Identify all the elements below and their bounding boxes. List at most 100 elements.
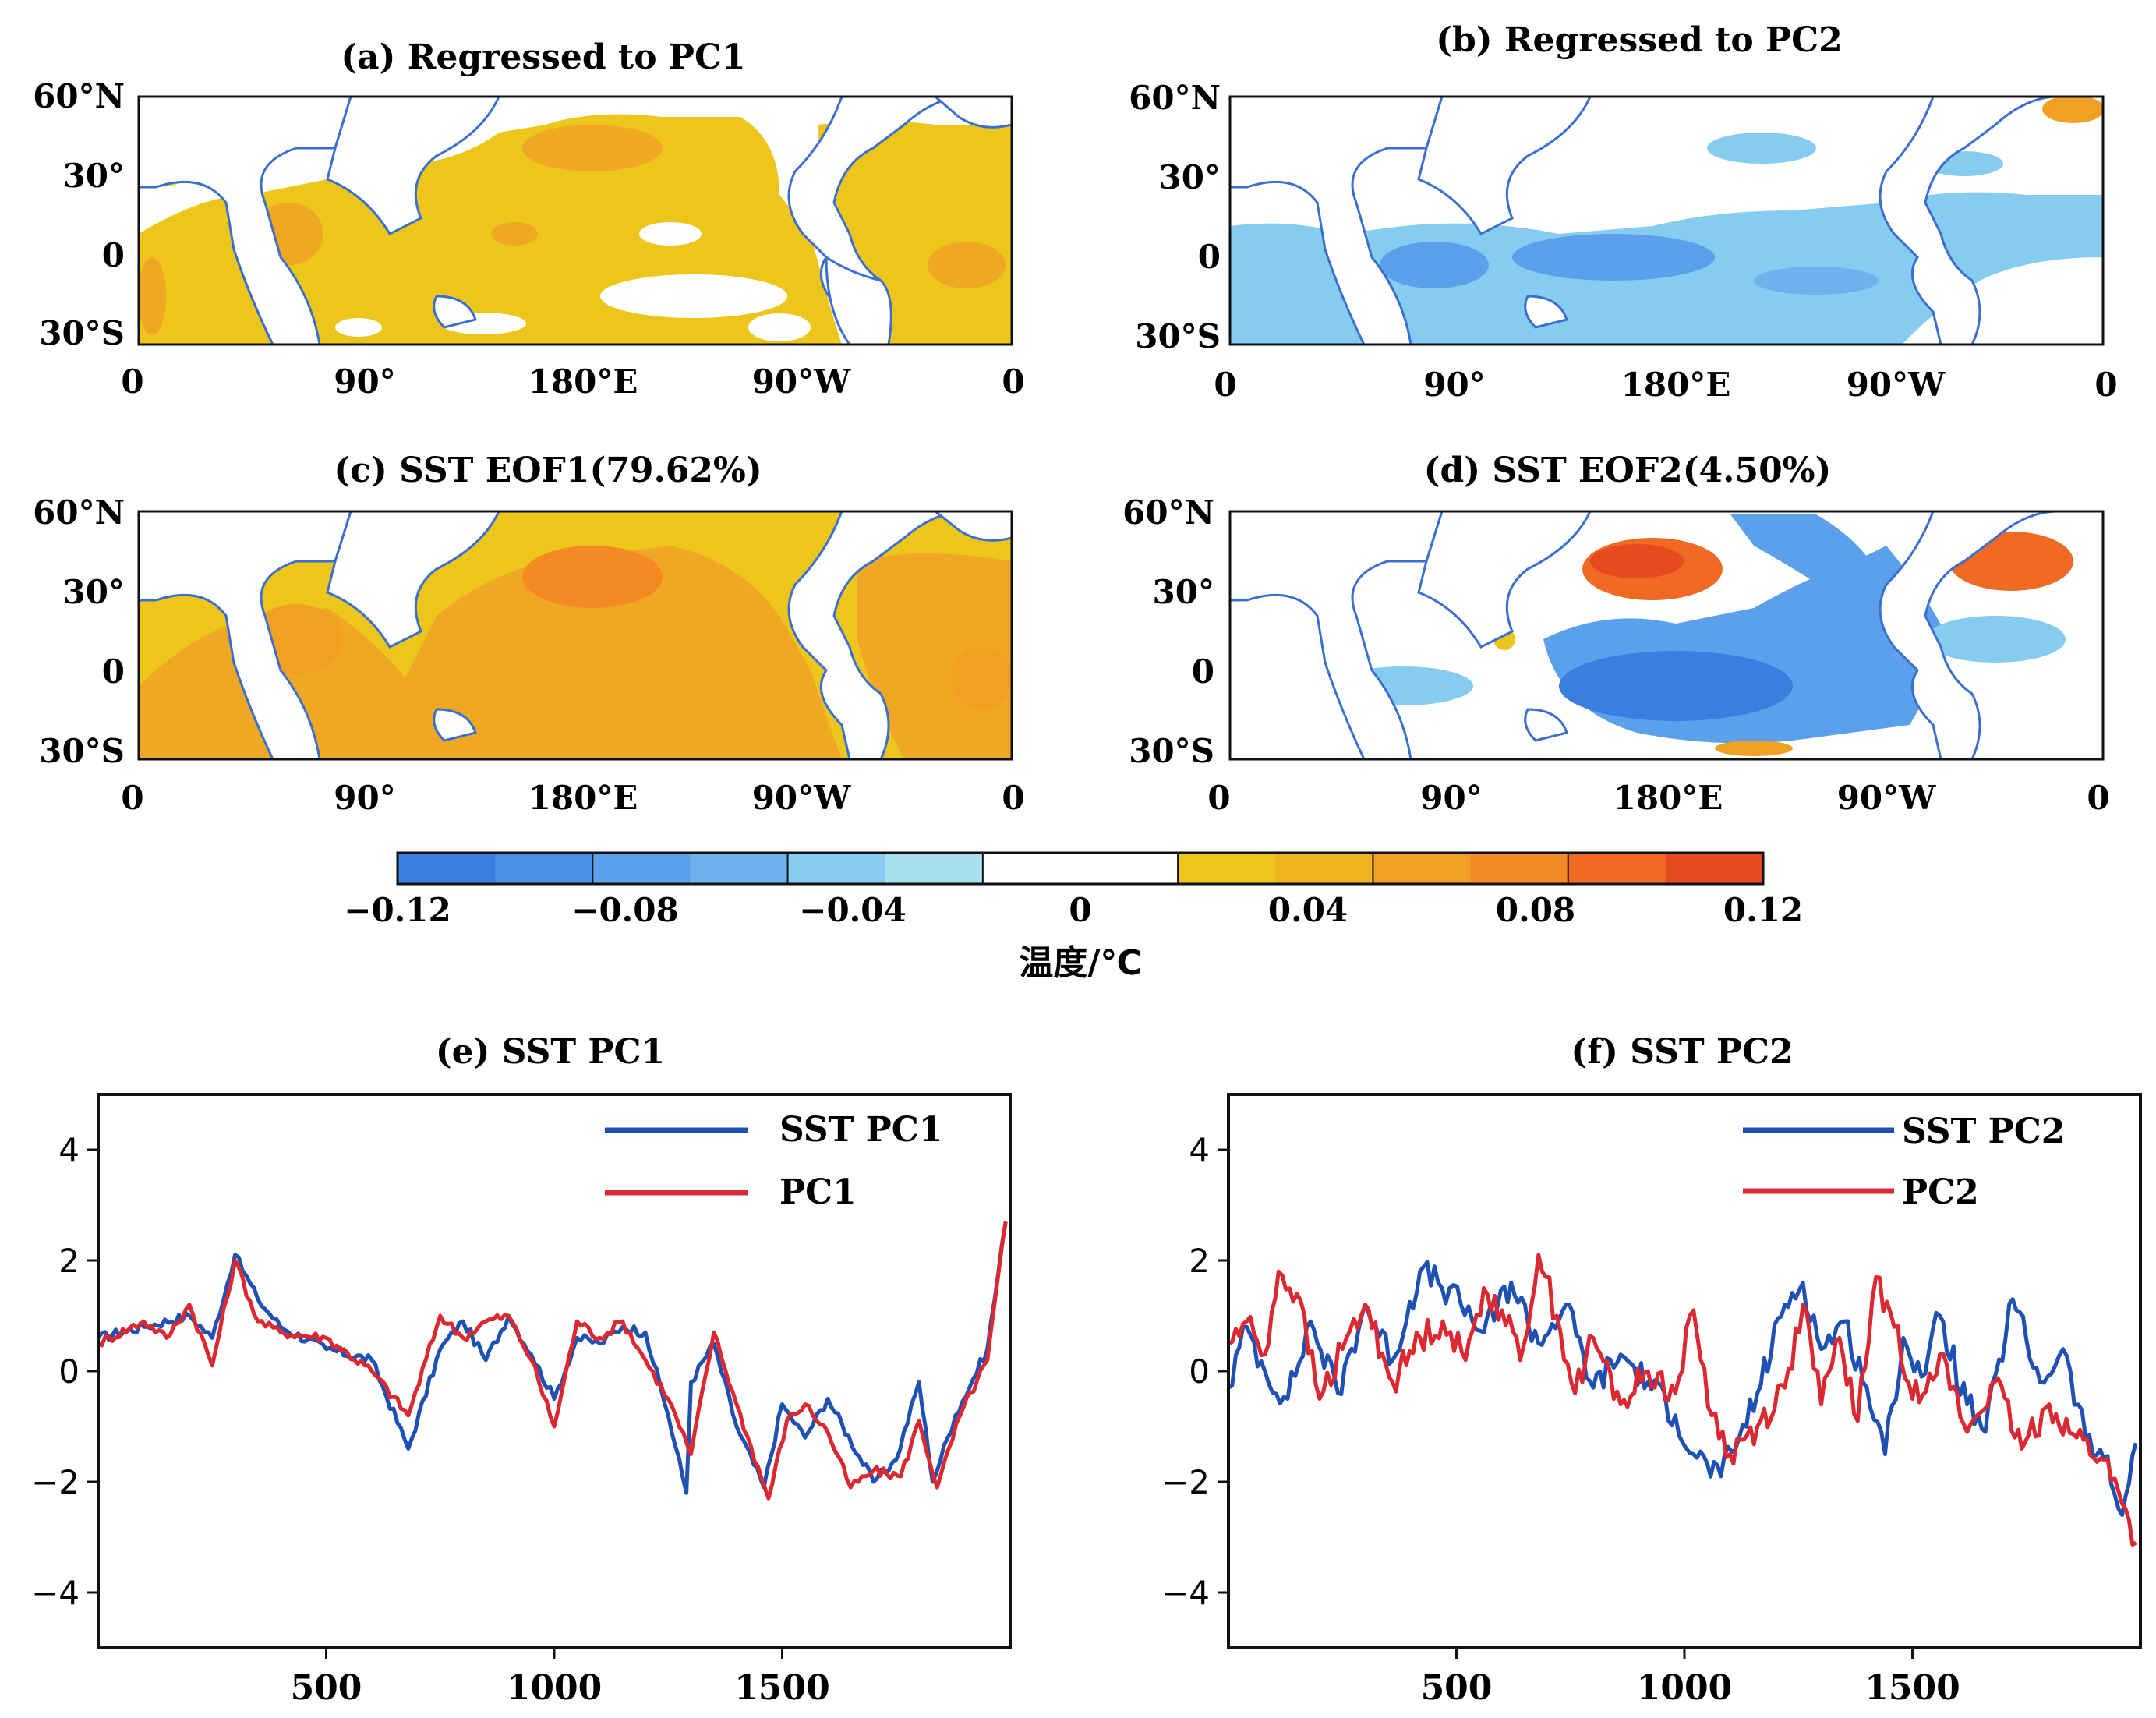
series-line-pc1 (98, 1221, 1008, 1501)
colorbar-label: 温度/℃ (1019, 943, 1141, 983)
colorbar-swatch (787, 853, 886, 884)
series-line-sst-pc1 (98, 1221, 1008, 1495)
lon-label-d-0: 0 (1207, 779, 1230, 817)
colorbar-swatch (1665, 853, 1764, 884)
lat-label-a-0: 60°N (33, 77, 125, 115)
y-tick-label: 0 (58, 1352, 80, 1391)
lat-label-a-1: 30° (63, 157, 125, 195)
lon-label-a-2: 180°E (528, 362, 638, 401)
lat-label-a-2: 0 (102, 236, 125, 274)
lat-label-c-0: 60°N (33, 493, 125, 532)
lon-label-d-1: 90° (1420, 779, 1482, 817)
colorbar-swatch (1178, 853, 1276, 884)
colorbar-swatches (398, 853, 1764, 884)
lat-label-a-3: 30°S (39, 314, 125, 352)
colorbar-tick-5: 0.08 (1496, 891, 1575, 929)
lon-label-a-0: 0 (121, 362, 143, 401)
lat-label-b-2: 0 (1198, 238, 1221, 276)
map-title-c: (c) SST EOF1(79.62%) (334, 451, 762, 490)
map-field-c (139, 511, 1012, 759)
lon-label-a-1: 90° (334, 362, 395, 401)
colorbar-tick-2: −0.04 (799, 891, 906, 929)
lon-label-d-3: 90°W (1837, 779, 1936, 817)
lon-label-c-2: 180°E (528, 779, 638, 817)
lat-label-b-3: 30°S (1135, 317, 1221, 355)
y-tick-label: 0 (1189, 1352, 1210, 1391)
x-tick-label: 500 (291, 1668, 362, 1708)
plot-area-f (1228, 1253, 2138, 1547)
lat-label-d-0: 60°N (1122, 493, 1214, 532)
legend-f: SST PC2 PC2 (1743, 1112, 2065, 1212)
map-title-a: (a) Regressed to PC1 (341, 37, 745, 77)
chart-title-f: (f) SST PC2 (1571, 1032, 1793, 1072)
map-panel-a: (a) Regressed to PC1 (33, 37, 1024, 401)
lat-label-b-0: 60°N (1129, 79, 1221, 117)
colorbar-swatch (885, 853, 984, 884)
lat-label-d-1: 30° (1153, 573, 1214, 611)
map-title-b: (b) Regressed to PC2 (1436, 20, 1843, 60)
colorbar-swatch (495, 853, 593, 884)
map-panel-c: (c) SST EOF1(79.62%) 60°N 30° 0 30°S 0 9… (33, 451, 1024, 817)
y-tick-label: −2 (1161, 1463, 1210, 1501)
lon-label-a-3: 90°W (752, 362, 851, 401)
y-tick-label: 4 (1189, 1131, 1210, 1169)
axis-ticks-f: 4 2 0 −2 −4 500 1000 1500 (1161, 1131, 1960, 1708)
y-tick-label: 2 (58, 1242, 80, 1280)
map-panel-b: (b) Regressed to PC2 60°N 30° 0 30°S 0 9… (1129, 20, 2117, 404)
lat-label-b-1: 30° (1159, 158, 1221, 196)
lon-label-d-4: 0 (2087, 779, 2109, 817)
legend-label-sst-pc1: SST PC1 (779, 1110, 942, 1150)
colorbar-swatch (1373, 853, 1472, 884)
lon-label-c-0: 0 (121, 779, 143, 817)
map-field-a (139, 97, 1012, 345)
lon-label-c-4: 0 (1002, 779, 1024, 817)
legend-e: SST PC1 PC1 (605, 1110, 942, 1212)
legend-label-pc1: PC1 (779, 1172, 857, 1212)
plot-area-e (98, 1221, 1008, 1501)
y-tick-label: −4 (31, 1574, 80, 1612)
x-tick-label: 500 (1421, 1668, 1493, 1708)
colorbar-swatch (592, 853, 691, 884)
map-title-d: (d) SST EOF2(4.50%) (1424, 451, 1832, 490)
colorbar-swatch (1568, 853, 1666, 884)
colorbar-swatch (982, 853, 1081, 884)
colorbar-tick-0: −0.12 (344, 891, 451, 929)
lon-label-d-2: 180°E (1613, 779, 1723, 817)
x-tick-label: 1000 (507, 1668, 602, 1708)
lat-label-c-1: 30° (63, 573, 125, 611)
colorbar-swatch (690, 853, 789, 884)
line-chart-f: (f) SST PC2 4 2 0 −2 −4 500 1000 1500 SST PC2 P… (1161, 1032, 2142, 1708)
map-field-b (1230, 97, 2103, 345)
x-tick-label: 1000 (1637, 1668, 1732, 1708)
lon-label-a-4: 0 (1002, 362, 1024, 401)
y-tick-label: 4 (58, 1131, 80, 1169)
x-tick-label: 1500 (734, 1668, 829, 1708)
lat-label-c-2: 0 (102, 652, 125, 691)
map-field-d (1230, 511, 2103, 759)
lat-label-d-2: 0 (1192, 652, 1214, 691)
colorbar-swatch (398, 853, 496, 884)
lon-label-c-3: 90°W (752, 779, 851, 817)
colorbar-tick-1: −0.08 (571, 891, 678, 929)
x-tick-label: 1500 (1864, 1668, 1960, 1708)
legend-label-pc2: PC2 (1902, 1172, 1979, 1212)
colorbar-swatch (1275, 853, 1373, 884)
colorbar: −0.12 −0.08 −0.04 0 0.04 0.08 0.12 温度/℃ (344, 851, 1803, 983)
colorbar-tick-6: 0.12 (1723, 891, 1803, 929)
lon-label-c-1: 90° (334, 779, 395, 817)
lon-label-b-2: 180°E (1621, 366, 1731, 404)
series-line-pc2 (1228, 1253, 2137, 1547)
y-tick-label: 2 (1189, 1242, 1210, 1280)
chart-title-e: (e) SST PC1 (436, 1032, 665, 1072)
y-tick-label: −4 (1161, 1574, 1210, 1612)
lon-label-b-1: 90° (1423, 366, 1485, 404)
lon-label-b-4: 0 (2094, 366, 2117, 404)
colorbar-swatch (1080, 853, 1179, 884)
lat-label-d-3: 30°S (1129, 732, 1214, 770)
colorbar-tick-3: 0 (1069, 891, 1091, 929)
lat-label-c-3: 30°S (39, 732, 125, 770)
colorbar-swatch (1470, 853, 1569, 884)
legend-label-sst-pc2: SST PC2 (1902, 1112, 2065, 1151)
line-chart-e: (e) SST PC1 4 2 0 −2 −4 500 1000 1500 SST PC1 P… (31, 1032, 1012, 1708)
